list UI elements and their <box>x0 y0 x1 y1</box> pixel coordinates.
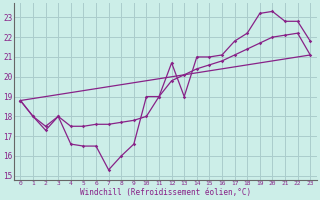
X-axis label: Windchill (Refroidissement éolien,°C): Windchill (Refroidissement éolien,°C) <box>80 188 251 197</box>
